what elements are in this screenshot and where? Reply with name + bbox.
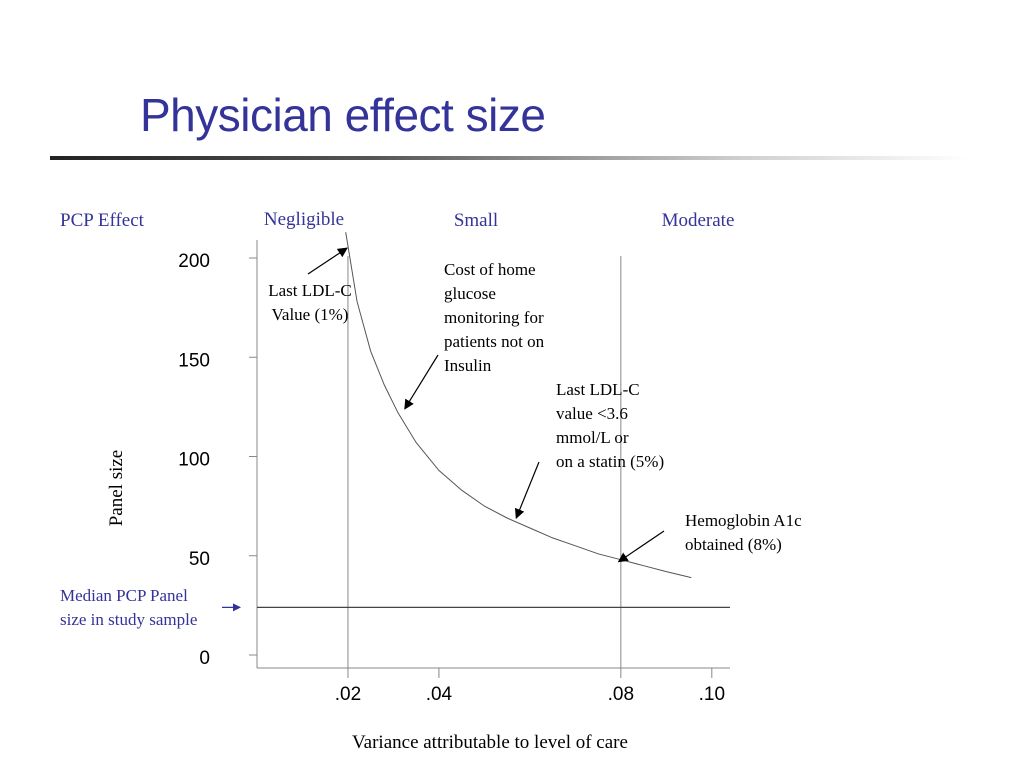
x-tick-label: .08: [608, 684, 634, 705]
annotation-3-arrow: [514, 461, 540, 519]
annotation-2-line-1: Cost of home: [444, 260, 536, 279]
y-tick-label: 100: [178, 450, 210, 471]
annotation-2-line-2: glucose: [444, 284, 496, 303]
median-label-line-1: Median PCP Panel: [60, 586, 188, 605]
x-tick-label: .04: [426, 684, 453, 705]
annotation-3-line-4: on a statin (5%): [556, 452, 664, 471]
annotation-1-line-2: Value (1%): [272, 305, 349, 324]
annotation-3-line-3: mmol/L or: [556, 428, 629, 447]
y-tick-label: 150: [178, 350, 210, 371]
pcp-effect-header: PCP Effect: [60, 210, 145, 231]
title-underline: [50, 156, 970, 160]
annotation-2-line-5: Insulin: [444, 356, 492, 375]
annotation-2-line-3: monitoring for: [444, 308, 544, 327]
annotation-4-arrow: [617, 530, 665, 563]
x-tick-label: .10: [699, 684, 725, 705]
annotation-3-line-1: Last LDL-C: [556, 380, 640, 399]
annotation-4-line-2: obtained (8%): [685, 535, 782, 554]
y-tick-label: 0: [199, 648, 210, 669]
x-tick-label: .02: [335, 684, 361, 705]
annotation-1-line-1: Last LDL-C: [268, 281, 352, 300]
annotation-4-line-1: Hemoglobin A1c: [685, 511, 802, 530]
slide-title: Physician effect size: [140, 89, 546, 141]
region-label-small: Small: [454, 210, 498, 231]
annotation-2-arrow: [404, 354, 439, 410]
x-axis-title: Variance attributable to level of care: [352, 732, 628, 753]
region-label-moderate: Moderate: [662, 210, 735, 231]
annotation-2-line-4: patients not on: [444, 332, 545, 351]
median-label-line-2: size in study sample: [60, 610, 197, 629]
y-tick-label: 200: [178, 251, 210, 272]
annotation-3-line-2: value <3.6: [556, 404, 628, 423]
annotation-1-arrow: [307, 247, 348, 275]
y-axis-title: Panel size: [106, 450, 127, 527]
y-tick-label: 50: [189, 549, 210, 570]
region-label-negligible: Negligible: [264, 209, 344, 230]
panel-size-curve: [345, 232, 692, 579]
